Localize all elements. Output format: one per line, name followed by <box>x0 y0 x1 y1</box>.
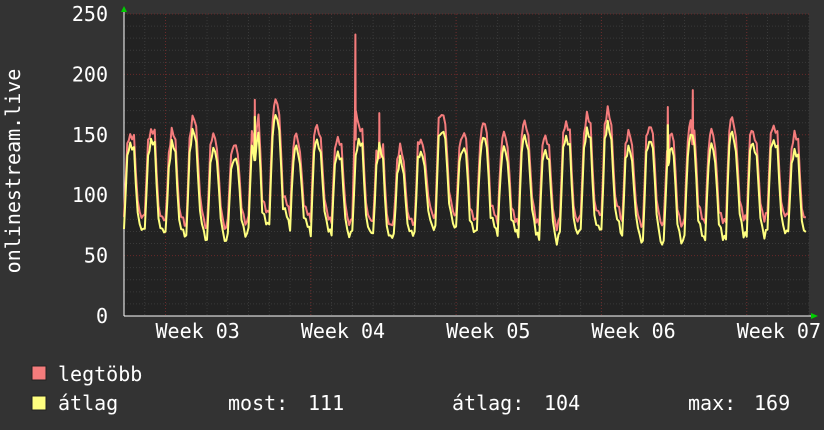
x-tick-label: Week 07 <box>737 319 821 343</box>
y-axis-arrow <box>121 6 127 12</box>
stat-now-value: 111 <box>308 391 344 415</box>
y-tick-label: 0 <box>96 304 108 328</box>
legend-swatch-atlag <box>31 395 47 411</box>
legend-label-atlag: átlag <box>58 391 118 415</box>
stat-max-label: max: <box>688 391 736 415</box>
y-tick-label: 50 <box>84 244 108 268</box>
stat-now-label: most: <box>228 391 288 415</box>
x-axis-arrow <box>811 313 818 319</box>
series-line-atlag <box>123 114 807 246</box>
y-axis-label: onlinestream.live <box>1 69 25 274</box>
y-tick-label: 250 <box>72 2 108 26</box>
y-tick-label: 200 <box>72 62 108 86</box>
stat-avg-value: 104 <box>544 391 580 415</box>
legend-swatch-legtobb <box>31 365 47 381</box>
stat-max-value: 169 <box>754 391 790 415</box>
stat-avg-label: átlag: <box>452 391 524 415</box>
y-tick-label: 100 <box>72 183 108 207</box>
legend-label-legtobb: legtöbb <box>58 362 142 386</box>
x-tick-label: Week 06 <box>591 319 675 343</box>
x-tick-label: Week 03 <box>156 319 240 343</box>
y-tick-label: 150 <box>72 123 108 147</box>
x-tick-label: Week 04 <box>301 319 385 343</box>
x-tick-label: Week 05 <box>446 319 530 343</box>
